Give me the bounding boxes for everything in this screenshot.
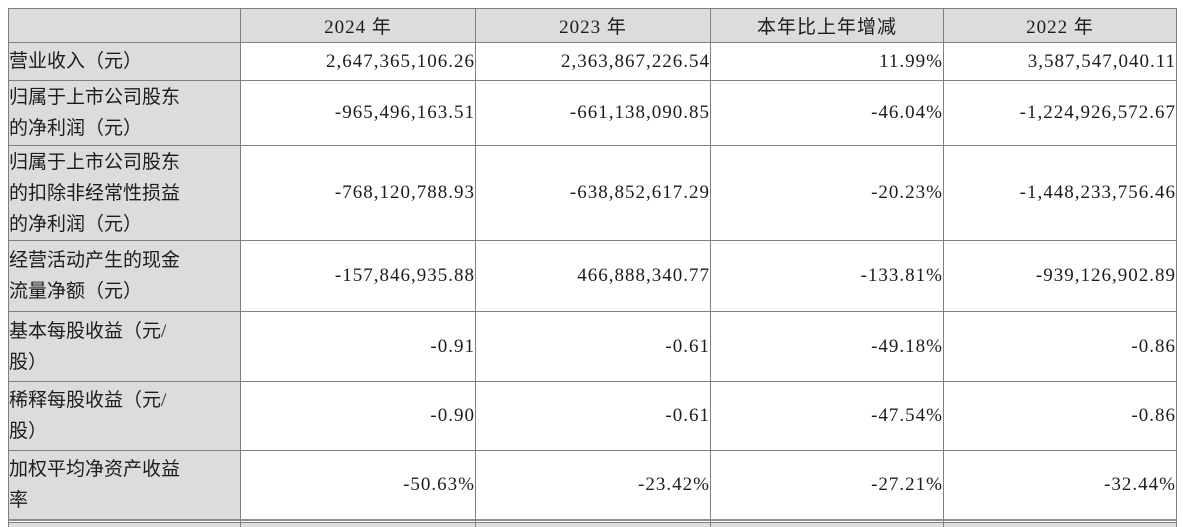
cell-cash-flow-2022: -939,126,902.89: [943, 240, 1177, 312]
cell-revenue-2023: 2,363,867,226.54: [475, 42, 711, 81]
row-diluted-eps: 稀释每股收益（元/ 股） -0.90 -0.61 -47.54% -0.86: [8, 381, 1177, 451]
cell-basic-eps-2022: -0.86: [943, 311, 1177, 382]
row-label-weighted-avg-roe: 加权平均净资产收益 率: [8, 450, 241, 521]
header-yoy-change: 本年比上年增减: [710, 8, 944, 43]
cell-net-profit-2024: -965,496,163.51: [240, 80, 476, 146]
cell-excl-nonrecurring-2024: -768,120,788.93: [240, 145, 476, 241]
row-net-profit-excl-nonrecurring: 归属于上市公司股东 的扣除非经常性损益 的净利润（元） -768,120,788…: [8, 145, 1177, 241]
cell-diluted-eps-2023: -0.61: [475, 381, 711, 451]
cell-basic-eps-2023: -0.61: [475, 311, 711, 382]
cell-net-profit-2023: -661,138,090.85: [475, 80, 711, 146]
cell-excl-nonrecurring-2023: -638,852,617.29: [475, 145, 711, 241]
cell-roe-2024: -50.63%: [240, 450, 476, 521]
cell-roe-2022: -32.44%: [943, 450, 1177, 521]
cell-diluted-eps-2024: -0.90: [240, 381, 476, 451]
header-year-2023: 2023 年: [475, 8, 711, 43]
row-net-profit: 归属于上市公司股东 的净利润（元） -965,496,163.51 -661,1…: [8, 80, 1177, 146]
cell-diluted-eps-change: -47.54%: [710, 381, 944, 451]
row-label-net-profit: 归属于上市公司股东 的净利润（元）: [8, 80, 241, 146]
cell-net-profit-change: -46.04%: [710, 80, 944, 146]
row-basic-eps: 基本每股收益（元/ 股） -0.91 -0.61 -49.18% -0.86: [8, 311, 1177, 382]
header-empty-cell: [8, 8, 241, 43]
cell-roe-change: -27.21%: [710, 450, 944, 521]
row-weighted-avg-roe: 加权平均净资产收益 率 -50.63% -23.42% -27.21% -32.…: [8, 450, 1177, 521]
header-year-2024: 2024 年: [240, 8, 476, 43]
row-label-diluted-eps: 稀释每股收益（元/ 股）: [8, 381, 241, 451]
cell-revenue-2022: 3,587,547,040.11: [943, 42, 1177, 81]
financial-summary-table: 2024 年 2023 年 本年比上年增减 2022 年 营业收入（元） 2,6…: [8, 8, 1177, 527]
cell-revenue-2024: 2,647,365,106.26: [240, 42, 476, 81]
cell-net-profit-2022: -1,224,926,572.67: [943, 80, 1177, 146]
cell-roe-2023: -23.42%: [475, 450, 711, 521]
cell-cash-flow-change: -133.81%: [710, 240, 944, 312]
table-header-row: 2024 年 2023 年 本年比上年增减 2022 年: [8, 8, 1177, 43]
row-label-net-profit-excl-nonrecurring: 归属于上市公司股东 的扣除非经常性损益 的净利润（元）: [8, 145, 241, 241]
row-operating-cash-flow: 经营活动产生的现金 流量净额（元） -157,846,935.88 466,88…: [8, 240, 1177, 312]
cell-revenue-change: 11.99%: [710, 42, 944, 81]
cell-cash-flow-2024: -157,846,935.88: [240, 240, 476, 312]
cell-cash-flow-2023: 466,888,340.77: [475, 240, 711, 312]
row-label-basic-eps: 基本每股收益（元/ 股）: [8, 311, 241, 382]
row-label-operating-cash-flow: 经营活动产生的现金 流量净额（元）: [8, 240, 241, 312]
row-label-revenue: 营业收入（元）: [8, 42, 241, 81]
cell-basic-eps-change: -49.18%: [710, 311, 944, 382]
cell-diluted-eps-2022: -0.86: [943, 381, 1177, 451]
cell-excl-nonrecurring-2022: -1,448,233,756.46: [943, 145, 1177, 241]
table-row-cutoff: [8, 522, 1177, 527]
header-year-2022: 2022 年: [943, 8, 1177, 43]
row-revenue: 营业收入（元） 2,647,365,106.26 2,363,867,226.5…: [8, 42, 1177, 81]
cell-excl-nonrecurring-change: -20.23%: [710, 145, 944, 241]
cell-basic-eps-2024: -0.91: [240, 311, 476, 382]
